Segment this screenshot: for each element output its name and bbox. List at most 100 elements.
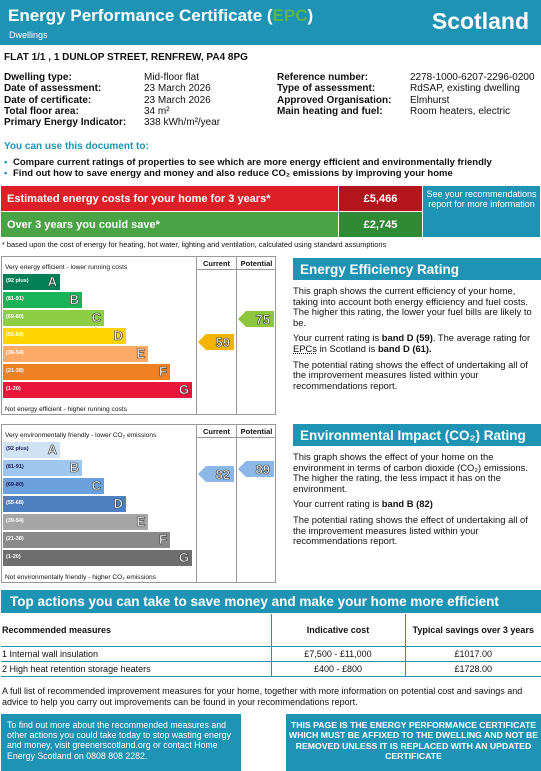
current-rating-value: 82 — [215, 466, 230, 482]
potential-column-header: Potential — [240, 427, 273, 436]
detail-value: Elmhurst — [410, 94, 450, 106]
top-actions-heading: Top actions you can take to save money a… — [1, 590, 541, 613]
band-range: (69-80) — [6, 314, 24, 320]
band-range: (1-20) — [6, 554, 21, 560]
rating-band-b: (81-91) B — [3, 460, 82, 476]
band-letter: C — [91, 478, 101, 494]
savings-label: Over 3 years you could save* — [7, 218, 160, 231]
use-document-heading: You can use this document to: — [4, 141, 149, 152]
band-range: (81-91) — [6, 464, 24, 470]
band-letter: E — [136, 514, 145, 530]
band-letter: B — [69, 460, 79, 476]
current-column-header: Current — [202, 427, 231, 436]
table-row: 2 High heat retention storage heaters £4… — [1, 661, 541, 677]
rating-band-f: (21-38) F — [3, 532, 170, 548]
ei-paragraph-1: This graph shows the effect of your home… — [293, 451, 528, 494]
ee-paragraph-2: Your current rating is band D (59). The … — [293, 332, 531, 354]
band-letter: G — [178, 382, 190, 398]
detail-value: 34 m² — [144, 105, 170, 117]
detail-label: Reference number: — [277, 72, 369, 83]
detail-label: Primary Energy Indicator: — [4, 117, 127, 129]
current-rating-value: 59 — [215, 334, 230, 350]
band-letter: E — [136, 346, 145, 362]
band-range: (39-54) — [6, 518, 24, 524]
full-list-note: A full list of recommended improvement m… — [2, 686, 523, 707]
detail-label: Type of assessment: — [277, 83, 376, 95]
potential-rating-value: 89 — [255, 461, 270, 477]
chart-top-label: Very environmentally friendly - lower CO… — [5, 432, 157, 439]
potential-rating-arrow: 89 — [238, 461, 274, 477]
band-range: (69-80) — [6, 482, 24, 488]
band-range: (92 plus) — [6, 446, 29, 452]
ee-paragraph-1: This graph shows the current efficiency … — [293, 285, 532, 328]
detail-label: Date of certificate: — [4, 94, 92, 106]
estimated-cost-label: Estimated energy costs for your home for… — [7, 192, 271, 205]
estimated-cost-value: £5,466 — [338, 186, 422, 211]
potential-rating-arrow: 75 — [238, 311, 274, 327]
top-actions-table: Recommended measures Indicative cost Typ… — [1, 614, 541, 677]
band-letter: C — [91, 310, 101, 326]
band-range: (55-68) — [6, 332, 24, 338]
savings-cell: £1728.00 — [404, 661, 541, 677]
band-range: (92 plus) — [6, 278, 29, 284]
savings-value: £2,745 — [338, 212, 422, 237]
chart-top-label: Very energy efficient - lower running co… — [5, 264, 128, 271]
certificate-subtitle: Dwellings — [9, 30, 48, 40]
rating-band-c: (69-80) C — [3, 310, 104, 326]
measures-column-header: Recommended measures — [1, 614, 271, 647]
band-letter: F — [159, 364, 168, 380]
rating-band-g: (1-20) G — [3, 382, 192, 398]
savings-row: Over 3 years you could save* £2,745 — [1, 212, 422, 237]
band-letter: F — [159, 532, 168, 548]
band-letter: B — [69, 292, 79, 308]
potential-rating-value: 75 — [255, 311, 270, 327]
rating-band-c: (69-80) C — [3, 478, 104, 494]
rating-band-a: (92 plus) A — [3, 274, 60, 290]
rating-band-b: (81-91) B — [3, 292, 82, 308]
cost-cell: £400 - £800 — [270, 661, 405, 677]
detail-value: 2278-1000-6207-2296-0200 — [410, 72, 535, 83]
measure-cell: 2 High heat retention storage heaters — [1, 661, 271, 677]
table-row: 1 Internal wall insulation £7,500 - £11,… — [1, 646, 541, 662]
band-range: (21-38) — [6, 368, 24, 374]
current-rating-arrow: 82 — [198, 466, 234, 482]
detail-value: 23 March 2026 — [144, 83, 211, 95]
details-right: Reference number: 2278-1000-6207-2296-020… — [277, 72, 535, 117]
environmental-impact-chart: Current Potential Very environmentally f… — [1, 424, 276, 583]
band-letter: G — [178, 550, 190, 566]
band-range: (81-91) — [6, 296, 24, 302]
band-range: (21-38) — [6, 536, 24, 542]
environmental-impact-heading: Environmental Impact (CO₂) Rating — [293, 424, 541, 446]
detail-label: Total floor area: — [4, 105, 79, 117]
detail-value: RdSAP, existing dwelling — [410, 83, 520, 95]
country-label: Scotland — [431, 8, 529, 34]
recommendations-info-box: See your recommendations report for more… — [423, 186, 540, 237]
savings-column-header: Typical savings over 3 years — [404, 614, 541, 647]
rating-band-e: (39-54) E — [3, 514, 148, 530]
current-rating-arrow: 59 — [198, 334, 234, 350]
rating-band-g: (1-20) G — [3, 550, 192, 566]
rating-band-d: (55-68) D — [3, 328, 126, 344]
bullet-icon: • — [4, 168, 8, 179]
detail-label: Main heating and fuel: — [277, 105, 383, 117]
potential-column-header: Potential — [240, 259, 273, 268]
epc-abbreviation: EPC — [272, 6, 308, 25]
band-letter: D — [113, 496, 123, 512]
detail-value: 338 kWh/m²/year — [144, 117, 221, 129]
rating-band-e: (39-54) E — [3, 346, 148, 362]
header-bar: Energy Performance Certificate (EPC) Dwe… — [0, 0, 541, 45]
certificate-notice-box: THIS PAGE IS THE ENERGY PERFORMANCE CERT… — [286, 714, 541, 771]
detail-value: Mid-floor flat — [144, 72, 200, 83]
energy-efficiency-text: This graph shows the current efficiency … — [293, 285, 539, 396]
certificate-title: Energy Performance Certificate (EPC) — [8, 6, 314, 25]
bullet-text: Find out how to save energy and money an… — [13, 168, 453, 179]
environmental-impact-text: This graph shows the effect of your home… — [293, 451, 539, 552]
rating-band-a: (92 plus) A — [3, 442, 60, 458]
band-letter: D — [113, 328, 123, 344]
savings-cell: £1017.00 — [404, 646, 541, 662]
detail-label: Approved Organisation: — [277, 94, 392, 106]
band-range: (39-54) — [6, 350, 24, 356]
rating-band-d: (55-68) D — [3, 496, 126, 512]
property-address: FLAT 1/1 , 1 DUNLOP STREET, RENFREW, PA4… — [4, 52, 248, 63]
band-letter: A — [47, 442, 57, 458]
